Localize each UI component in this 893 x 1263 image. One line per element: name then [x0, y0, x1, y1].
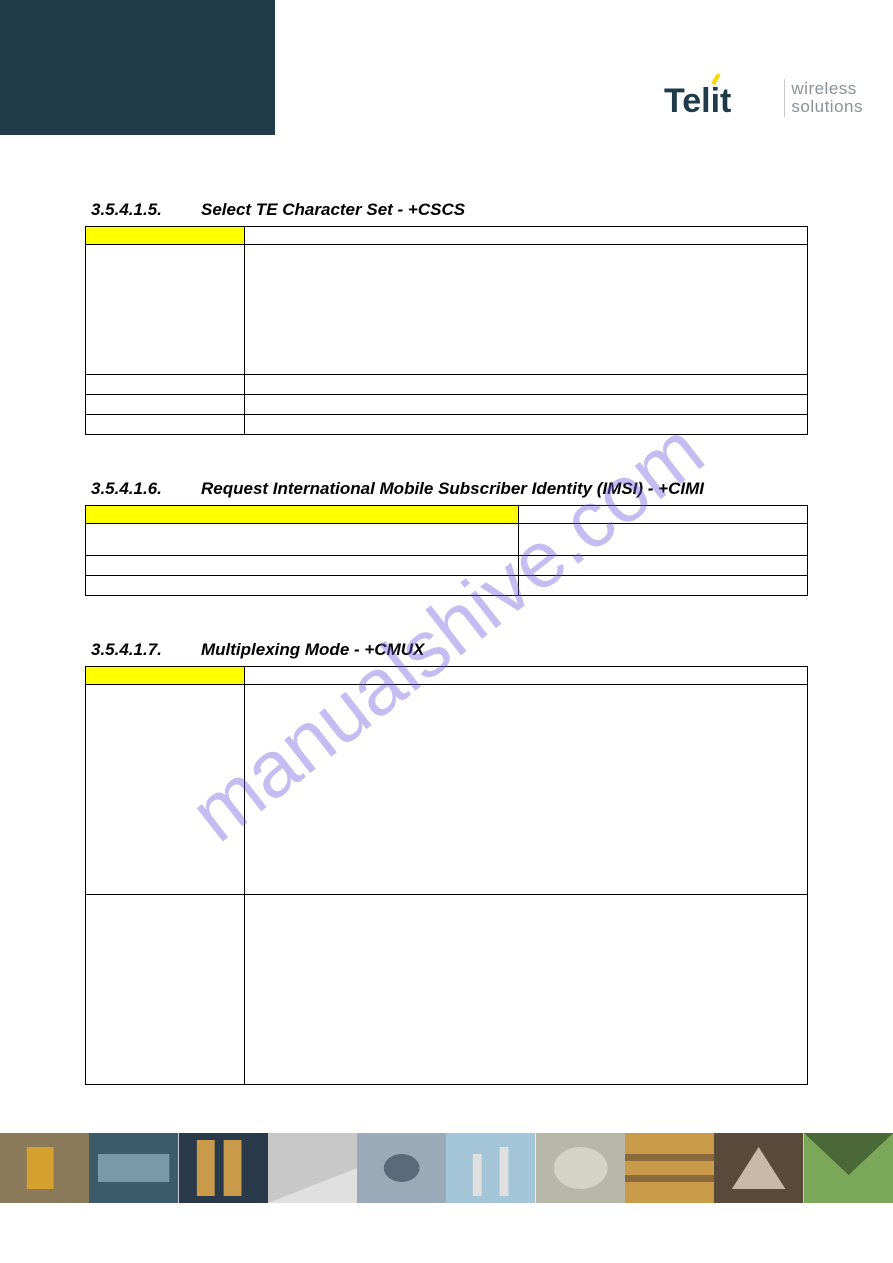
tagline-line2: solutions: [791, 98, 863, 116]
table-row: [86, 227, 808, 245]
footer-tile-4: [268, 1133, 357, 1203]
footer-tile-8: [625, 1133, 714, 1203]
page-header: Telit wireless solutions: [0, 0, 893, 140]
footer-tile-2: [89, 1133, 178, 1203]
page-content: 3.5.4.1.5. Select TE Character Set - +CS…: [0, 140, 893, 1085]
section-title: Select TE Character Set - +CSCS: [201, 200, 465, 220]
telit-logo-icon: Telit: [664, 74, 774, 122]
tagline-line1: wireless: [791, 80, 863, 98]
footer-tile-9: [714, 1133, 803, 1203]
table-row: [86, 556, 808, 576]
section-heading-cmux: 3.5.4.1.7. Multiplexing Mode - +CMUX: [91, 640, 808, 660]
footer-tile-10: [804, 1133, 893, 1203]
section-number: 3.5.4.1.6.: [91, 479, 173, 499]
footer-tile-5: [357, 1133, 446, 1203]
brand-logo: Telit wireless solutions: [664, 55, 863, 140]
table-cimi: [85, 505, 808, 596]
table-row: [86, 375, 808, 395]
table-cmux: [85, 666, 808, 1085]
section-title: Multiplexing Mode - +CMUX: [201, 640, 424, 660]
section-heading-cscs: 3.5.4.1.5. Select TE Character Set - +CS…: [91, 200, 808, 220]
table-row: [86, 506, 808, 524]
footer-tile-6: [446, 1133, 535, 1203]
table-cscs: [85, 226, 808, 435]
brand-tagline: wireless solutions: [784, 79, 863, 117]
table-row: [86, 667, 808, 685]
table-row: [86, 895, 808, 1085]
table-row: [86, 524, 808, 556]
footer-image-strip: [0, 1133, 893, 1203]
section-number: 3.5.4.1.7.: [91, 640, 173, 660]
footer-tile-7: [536, 1133, 625, 1203]
table-row: [86, 685, 808, 895]
table-row: [86, 245, 808, 375]
table-row: [86, 395, 808, 415]
svg-text:Telit: Telit: [664, 82, 731, 120]
footer-tile-3: [179, 1133, 268, 1203]
table-row: [86, 415, 808, 435]
section-heading-cimi: 3.5.4.1.6. Request International Mobile …: [91, 479, 808, 499]
section-number: 3.5.4.1.5.: [91, 200, 173, 220]
header-dark-block: [0, 0, 275, 135]
footer-tile-1: [0, 1133, 89, 1203]
section-title: Request International Mobile Subscriber …: [201, 479, 704, 499]
table-row: [86, 576, 808, 596]
